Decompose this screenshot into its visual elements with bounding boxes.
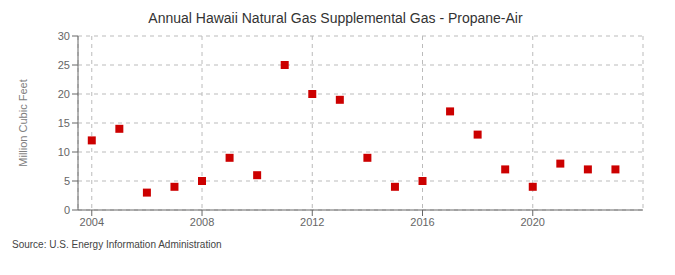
- svg-text:2004: 2004: [80, 216, 104, 228]
- svg-text:15: 15: [58, 117, 70, 129]
- html-text:Source: U.S. Energy Informatio: Source: U.S. Energy Information Administ…: [12, 239, 222, 250]
- svg-text:0: 0: [64, 204, 70, 216]
- svg-text:10: 10: [58, 146, 70, 158]
- svg-text:2008: 2008: [190, 216, 214, 228]
- svg-text:5: 5: [64, 175, 70, 187]
- html-text:Annual Hawaii Natural Gas Supp: Annual Hawaii Natural Gas Supplemental G…: [148, 10, 523, 26]
- svg-text:2016: 2016: [410, 216, 434, 228]
- svg-text:2012: 2012: [300, 216, 324, 228]
- svg-text:Million Cubic Feet: Million Cubic Feet: [17, 79, 29, 166]
- svg-text:2020: 2020: [521, 216, 545, 228]
- svg-text:30: 30: [58, 30, 70, 42]
- svg-text:20: 20: [58, 88, 70, 100]
- svg-text:25: 25: [58, 59, 70, 71]
